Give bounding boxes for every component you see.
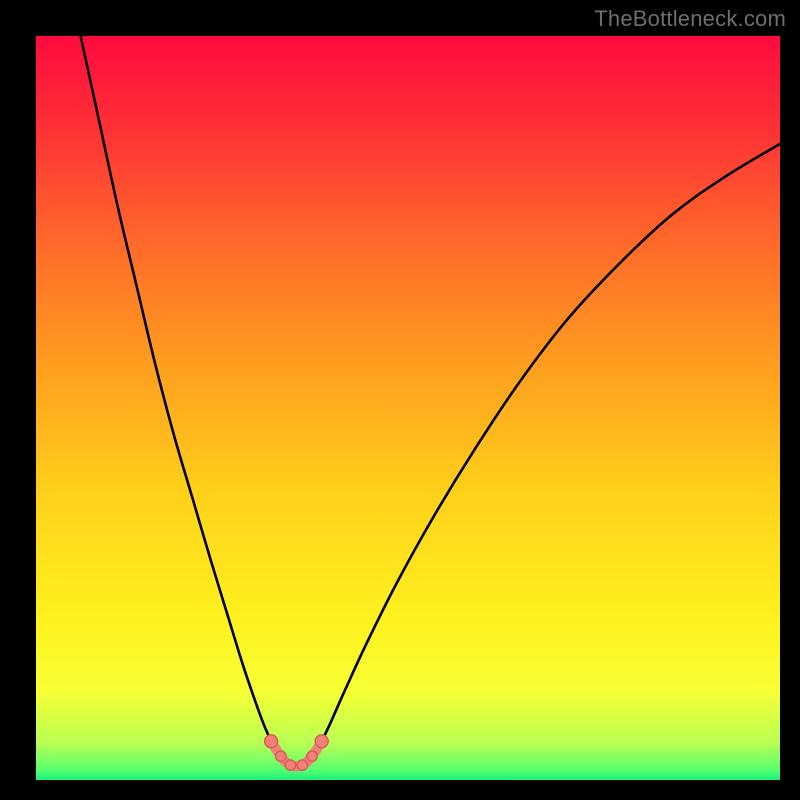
marker-dot [297, 760, 307, 770]
marker-dot [307, 751, 317, 761]
marker-dot [265, 735, 278, 748]
marker-dot [285, 760, 295, 770]
chart-container: TheBottleneck.com [0, 0, 800, 800]
plot-area [36, 36, 780, 780]
marker-dot [315, 735, 328, 748]
chart-svg [36, 36, 780, 780]
marker-dot [276, 751, 286, 761]
watermark-text: TheBottleneck.com [594, 6, 786, 32]
gradient-background [36, 36, 780, 780]
